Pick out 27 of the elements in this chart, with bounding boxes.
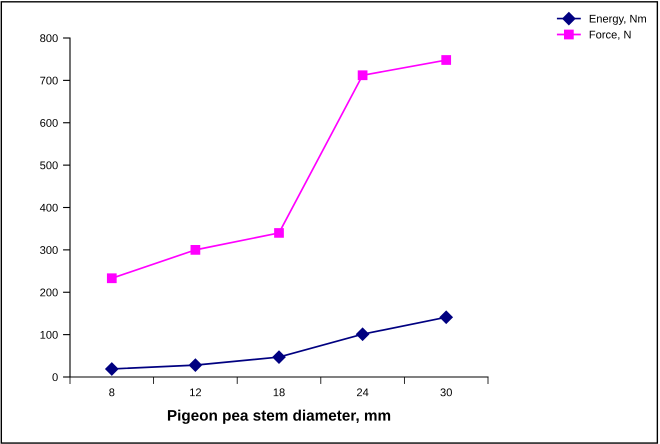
point	[190, 245, 200, 255]
y-tick-label: 800	[40, 34, 58, 42]
point	[105, 362, 118, 376]
point	[106, 273, 117, 284]
point	[188, 358, 202, 372]
x-tick-label: 12	[190, 388, 202, 396]
legend-label: Energy, Nm	[590, 14, 646, 25]
y-tick-label: 700	[40, 76, 58, 85]
y-tick-label: 100	[40, 330, 58, 339]
x-tick-label: 8	[109, 388, 114, 396]
x-tick-label: 24	[356, 388, 368, 396]
point	[358, 70, 368, 80]
point	[274, 228, 284, 238]
point	[272, 350, 286, 364]
point	[440, 310, 453, 324]
x-axis-title: Pigeon pea stem diameter, mm	[168, 410, 390, 424]
y-tick-label: 400	[40, 204, 58, 212]
y-tick-label: 200	[40, 288, 58, 296]
legend-label: Force, N	[590, 30, 631, 40]
y-tick-label: 500	[40, 161, 58, 170]
x-tick-label: 18	[274, 388, 285, 396]
x-tick-label: 30	[440, 388, 452, 396]
y-tick-label: 0	[52, 373, 58, 382]
point	[356, 328, 370, 341]
point	[441, 55, 452, 65]
y-tick-label: 600	[40, 119, 58, 127]
y-tick-label: 300	[40, 246, 58, 254]
